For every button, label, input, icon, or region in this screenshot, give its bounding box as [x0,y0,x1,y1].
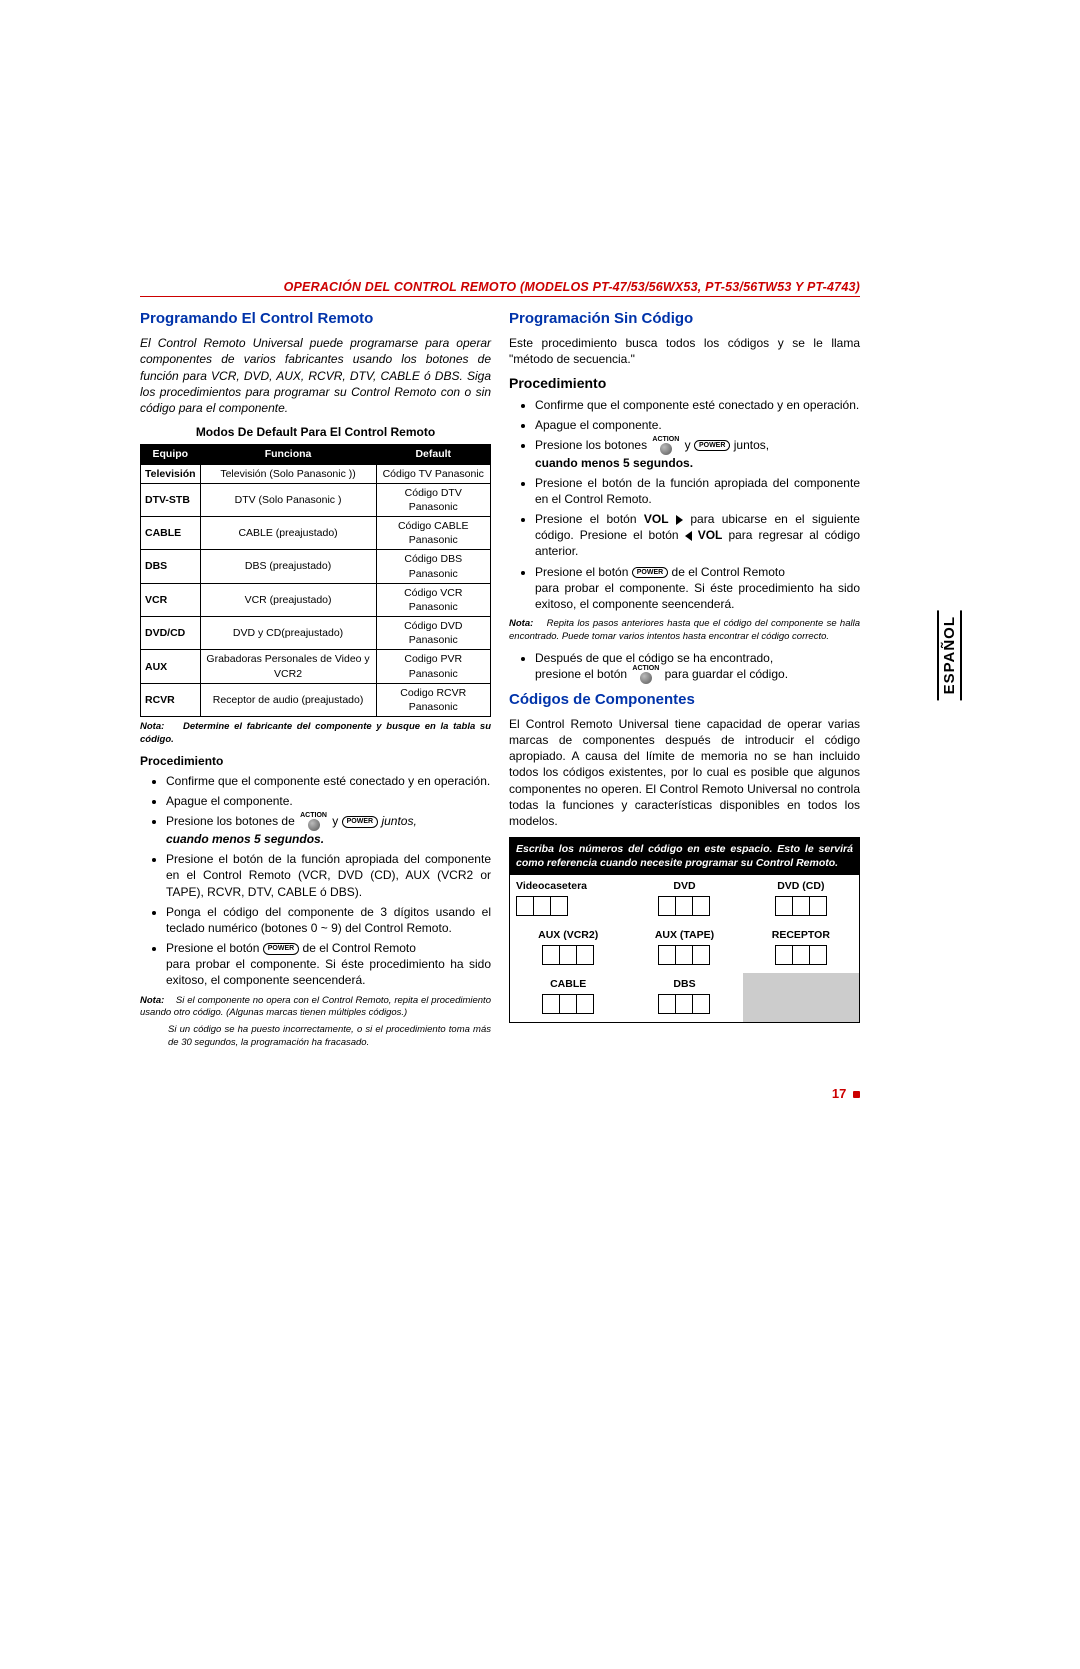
list-item: Presione el botón VOL para ubicarse en e… [535,511,860,560]
nota-text: Repita los pasos anteriores hasta que el… [509,618,860,642]
page-header: OPERACIÓN DEL CONTROL REMOTO (MODELOS PT… [140,280,860,297]
codes-box: Escriba los números del código en este e… [509,837,860,1023]
table-row: DTV-STBDTV (Solo Panasonic )Código DTV P… [141,483,491,516]
procedure-label: Procedimiento [140,753,491,769]
action-label: ACTION [632,666,659,672]
page-dot-icon [853,1091,860,1098]
list-item: Presione el botón de la función apropiad… [166,851,491,900]
th-funciona: Funciona [200,445,376,464]
list-item: Presione los botones ACTION y POWER junt… [535,437,860,471]
th-equipo: Equipo [141,445,201,464]
list-item: Apague el componente. [166,793,491,809]
list-item: Confirme que el componente esté conectad… [535,397,860,413]
power-button-icon: POWER [694,440,730,451]
list-item: Presione el botón POWER de el Control Re… [535,564,860,613]
table-header-row: Equipo Funciona Default [141,445,491,464]
nota-text: Si un código se ha puesto incorrectament… [140,1024,491,1050]
language-tab: ESPAÑOL [937,610,962,700]
list-item: Presione el botón POWER de el Control Re… [166,940,491,989]
table-row: DBSDBS (preajustado)Código DBS Panasonic [141,550,491,583]
list-item: Apague el componente. [535,417,860,433]
nota-text: Si el componente no opera con el Control… [140,995,491,1019]
code-cell-dbs: DBS [626,973,742,1022]
table-row: CABLECABLE (preajustado)Código CABLE Pan… [141,517,491,550]
modes-table: Equipo Funciona Default TelevisiónTelevi… [140,444,491,717]
power-button-icon: POWER [632,567,668,578]
action-button-icon [660,443,672,455]
nota-block: Nota: Determine el fabricante del compon… [140,721,491,747]
list-item: Presione el botón de la función apropiad… [535,475,860,507]
th-default: Default [376,445,490,464]
left-arrow-icon [685,531,692,541]
right-arrow-icon [676,515,683,525]
list-item: Ponga el código del componente de 3 dígi… [166,904,491,936]
table-row: DVD/CDDVD y CD(preajustado)Código DVD Pa… [141,617,491,650]
code-cell-auxvcr2: AUX (VCR2) [510,924,626,973]
code-cell-dvd: DVD [626,875,742,924]
nota-block: Nota: Si el componente no opera con el C… [140,995,491,1050]
list-item: Después de que el código se ha encontrad… [535,650,860,684]
intro-paragraph: El Control Remoto Universal puede progra… [140,335,491,416]
table-title: Modos De Default Para El Control Remoto [140,424,491,440]
code-cell-videocasetera: Videocasetera [510,875,626,924]
section-title-nocode: Programación Sin Código [509,309,860,329]
procedure-list-right: Confirme que el componente esté conectad… [509,397,860,613]
codes-box-header: Escriba los números del código en este e… [510,838,859,874]
power-button-icon: POWER [342,816,378,827]
list-item: Confirme que el componente esté conectad… [166,773,491,789]
table-row: TelevisiónTelevisión (Solo Panasonic ))C… [141,464,491,483]
procedure-label: Procedimiento [509,374,860,393]
paragraph: Este procedimiento busca todos los códig… [509,335,860,367]
procedure-list-right-2: Después de que el código se ha encontrad… [509,650,860,684]
code-cell-cable: CABLE [510,973,626,1022]
table-row: RCVRReceptor de audio (preajustado)Codig… [141,683,491,716]
action-button-icon [308,819,320,831]
code-cell-auxtape: AUX (TAPE) [626,924,742,973]
nota-label: Nota: [140,995,164,1006]
nota-label: Nota: [509,618,533,629]
page-content: OPERACIÓN DEL CONTROL REMOTO (MODELOS PT… [140,280,860,1101]
action-button-icon [640,672,652,684]
right-column: Programación Sin Código Este procedimien… [509,305,860,1056]
power-button-icon: POWER [263,943,299,954]
code-cell-dvdcd: DVD (CD) [743,875,859,924]
nota-text: Determine el fabricante del componente y… [140,721,491,745]
action-label: ACTION [652,437,679,443]
code-cell-empty [743,973,859,1022]
nota-label: Nota: [140,721,164,732]
code-cell-receptor: RECEPTOR [743,924,859,973]
paragraph: El Control Remoto Universal tiene capaci… [509,716,860,829]
page-number: 17 [140,1086,860,1101]
section-title-programming: Programando El Control Remoto [140,309,491,329]
table-row: VCRVCR (preajustado)Código VCR Panasonic [141,583,491,616]
section-title-codes: Códigos de Componentes [509,690,860,710]
nota-block: Nota: Repita los pasos anteriores hasta … [509,618,860,644]
left-column: Programando El Control Remoto El Control… [140,305,491,1056]
table-row: AUXGrabadoras Personales de Video y VCR2… [141,650,491,683]
list-item: Presione los botones de ACTION y POWER j… [166,813,491,847]
procedure-list-left: Confirme que el componente esté conectad… [140,773,491,989]
